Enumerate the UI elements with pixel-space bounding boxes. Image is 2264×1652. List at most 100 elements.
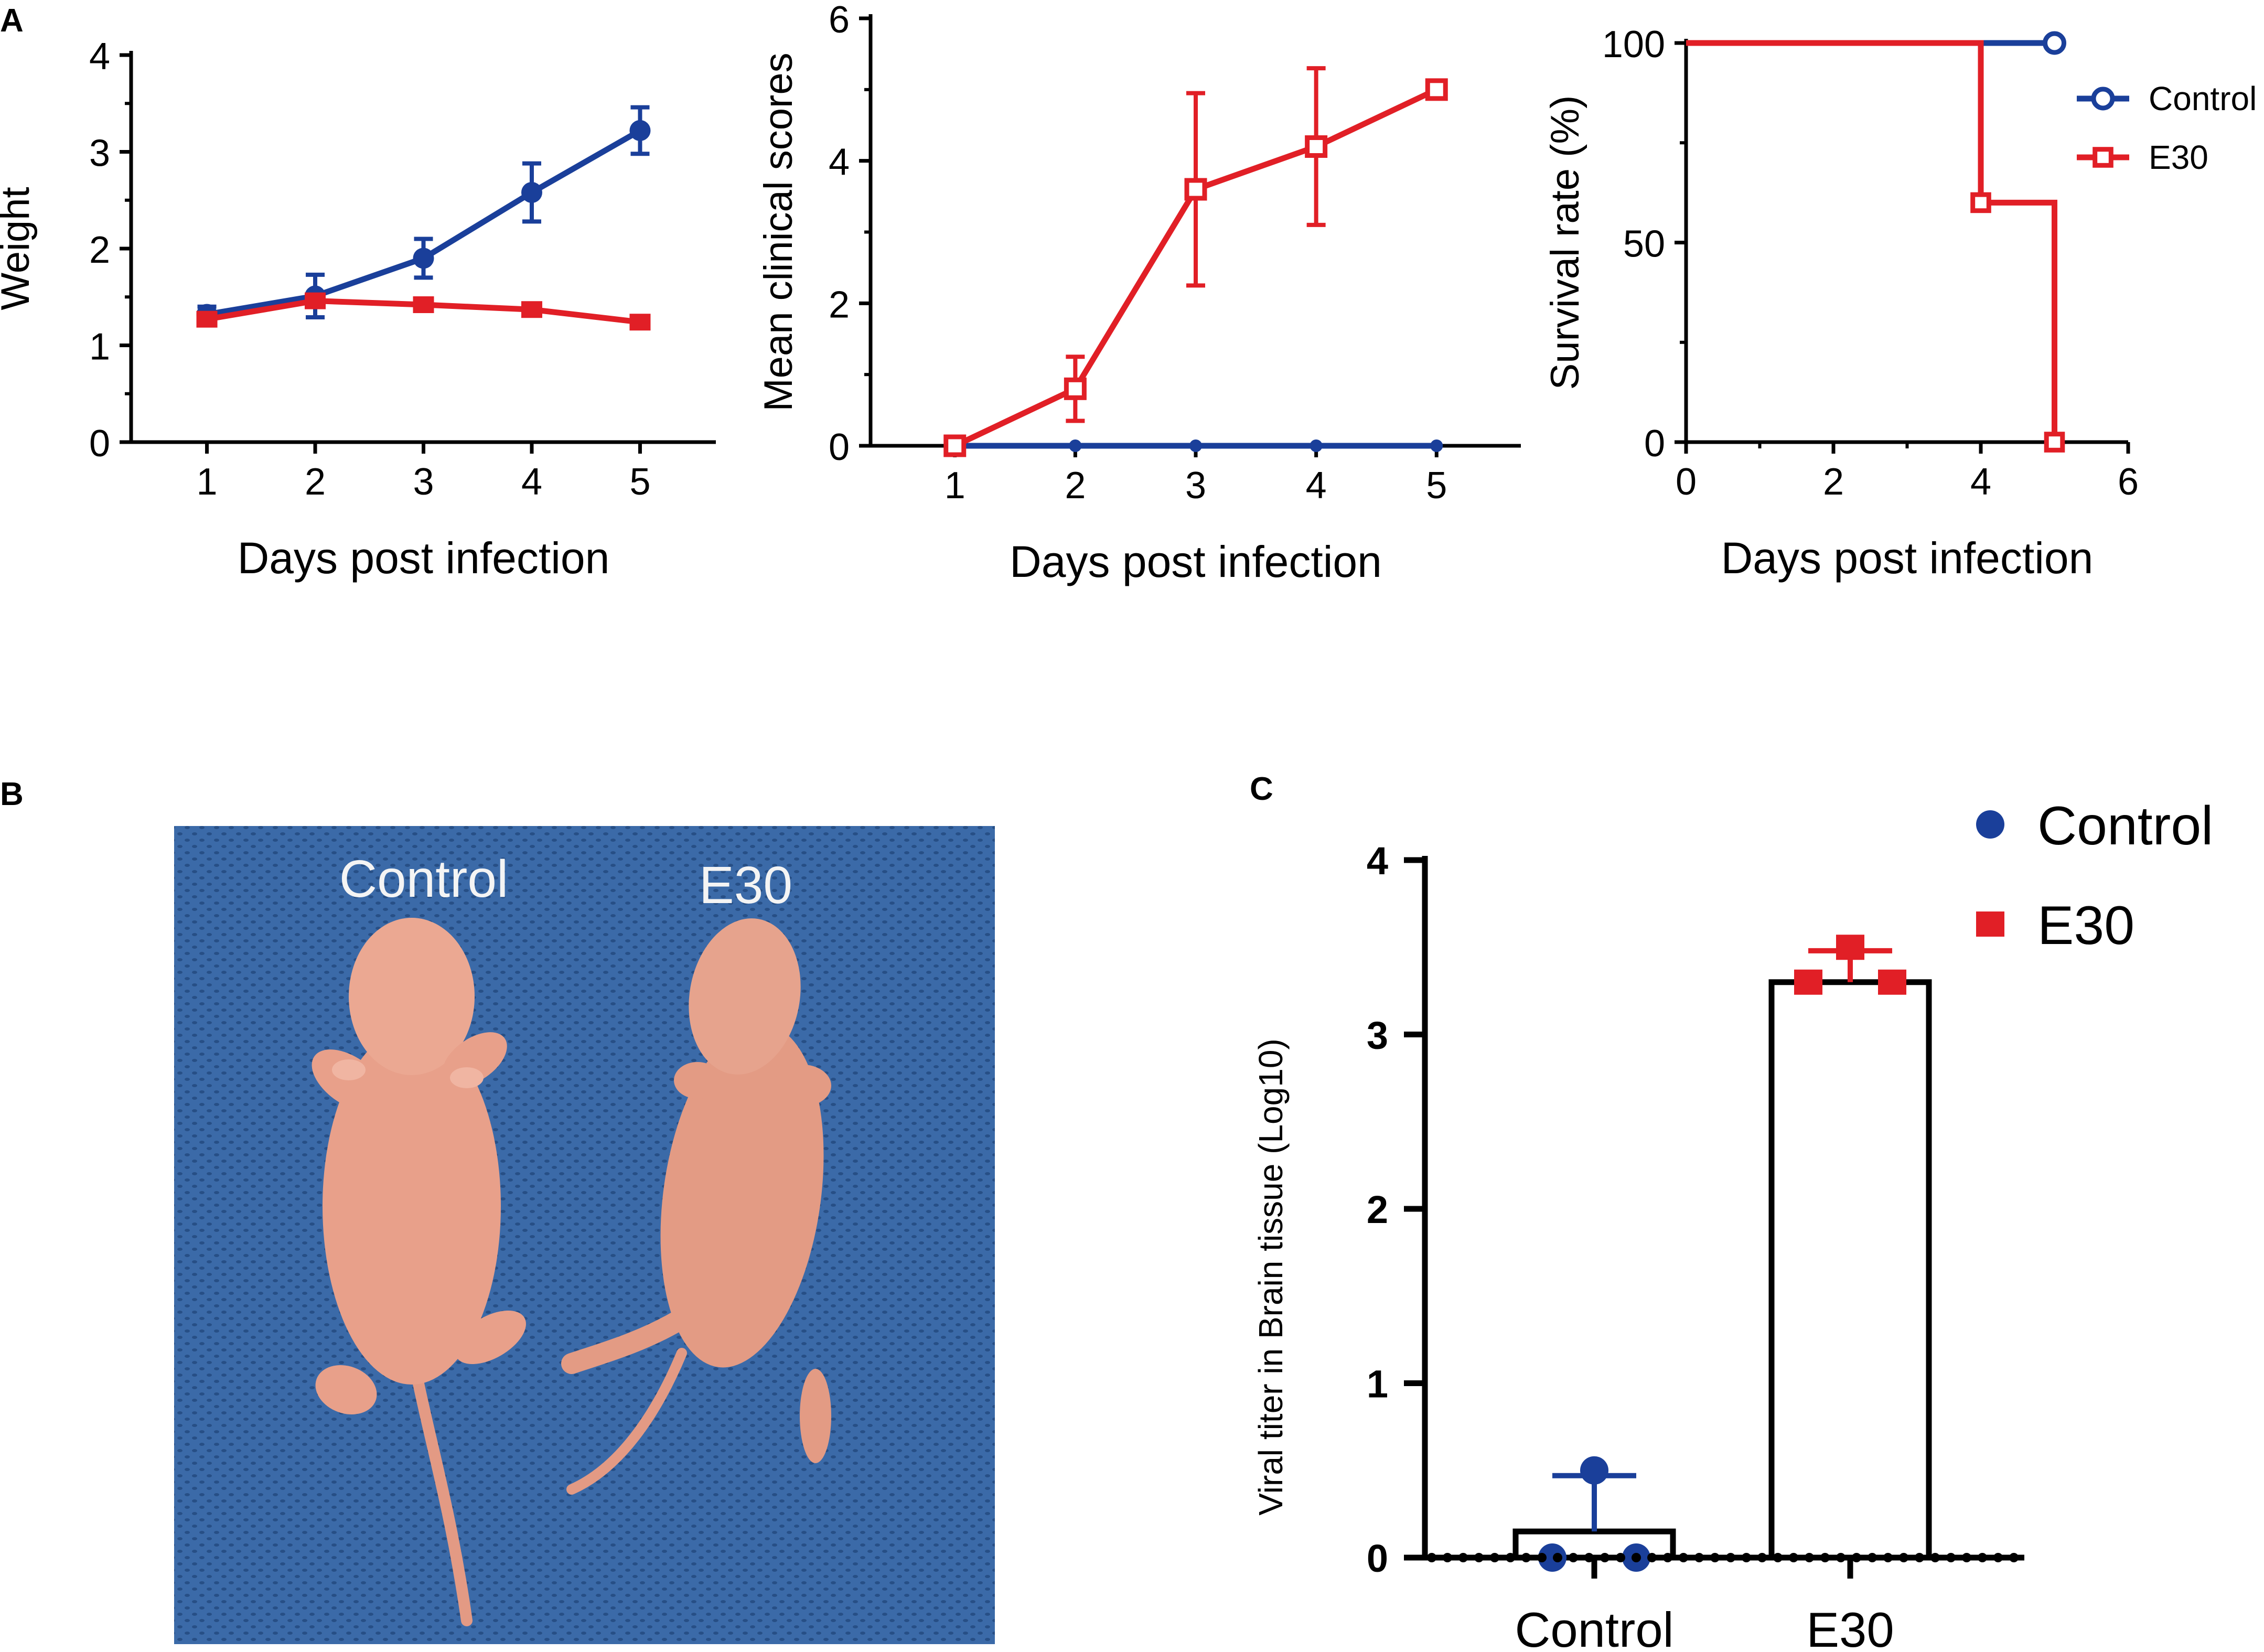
baseline-dot: [1537, 1553, 1547, 1562]
baseline-dot: [1915, 1553, 1924, 1562]
data-point-control: [413, 248, 434, 269]
data-point-control: [521, 181, 542, 203]
viral-titer-chart: 0 1 2 3 4 Viral titer in Brain tissue (Log10)…: [1252, 796, 2213, 1652]
x-tick-label: 4: [1970, 461, 1991, 503]
e30-mouse-illustration: [561, 918, 831, 1495]
data-point-e30: [196, 310, 218, 328]
baseline-dot: [1490, 1553, 1499, 1562]
baseline-dot: [1647, 1553, 1657, 1562]
control-mouse-illustration: [312, 918, 526, 1626]
baseline-dot: [1600, 1553, 1610, 1562]
data-point-control: [1430, 439, 1443, 452]
series-control: [948, 439, 1443, 452]
y-tick-label: 0: [829, 426, 850, 468]
baseline-dot: [1569, 1553, 1578, 1562]
data-point-e30: [1305, 135, 1328, 158]
x-tick-label: 2: [1065, 465, 1086, 507]
data-point-control: [629, 120, 651, 141]
baseline-dot: [1553, 1553, 1562, 1562]
weight-chart: 0 1 2 3 4 1 2 3 4 5 Days post infection Weight: [0, 36, 716, 583]
baseline-dot: [1868, 1553, 1877, 1562]
bar-e30: [1768, 979, 1932, 1561]
legend-marker-e30: [1976, 911, 2004, 937]
survival-legend: Control E30: [2077, 80, 2257, 176]
series-e30: [1686, 40, 2065, 453]
y-axis-title: Weight: [0, 187, 38, 310]
y-tick-label: 3: [89, 133, 110, 175]
data-point-e30: [2044, 432, 2065, 453]
baseline-dot: [1694, 1553, 1704, 1562]
baseline-dot: [1616, 1553, 1625, 1562]
baseline-dot: [1962, 1553, 1971, 1562]
y-tick-label: 0: [1367, 1537, 1388, 1580]
baseline-dot: [1930, 1553, 1940, 1562]
baseline-dot: [1584, 1553, 1594, 1562]
x-tick-label: 0: [1676, 461, 1697, 503]
data-point-control: [1580, 1456, 1608, 1485]
data-point-e30: [521, 301, 542, 318]
baseline-dot: [1805, 1553, 1814, 1562]
baseline-dot: [1773, 1553, 1783, 1562]
baseline-dot: [1506, 1553, 1515, 1562]
data-point-e30: [1878, 969, 1906, 995]
data-point-e30: [1970, 192, 1991, 213]
y-tick-label: 4: [89, 36, 110, 78]
y-tick-label: 1: [1367, 1363, 1388, 1406]
x-tick-label: 5: [1426, 465, 1447, 507]
baseline-dot: [1789, 1553, 1798, 1562]
legend-marker-e30: [2093, 147, 2113, 168]
y-tick-label: 1: [89, 326, 110, 368]
series-e30: [196, 292, 651, 331]
y-tick-label: 2: [1367, 1188, 1388, 1231]
series-line-control: [206, 128, 642, 317]
bar-group-e30: E30: [1768, 935, 1932, 1652]
y-tick-label: 6: [829, 0, 850, 41]
x-tick-label: 1: [945, 465, 965, 507]
x-tick-label: 3: [413, 461, 434, 503]
baseline-dot: [1726, 1553, 1735, 1562]
y-tick-label: 2: [89, 229, 110, 271]
x-axis-title: Days post infection: [1010, 537, 1382, 586]
y-tick-label: 4: [829, 142, 850, 184]
baseline-dot: [1632, 1553, 1641, 1562]
legend-label-e30: E30: [2037, 895, 2134, 956]
survival-chart: 0 50 100 0 2 4 6 Days post infection Survival ra…: [1543, 24, 2257, 583]
baseline-dot: [1458, 1553, 1468, 1562]
data-point-control: [1310, 439, 1323, 452]
survival-step-line-e30: [1686, 40, 2057, 442]
data-point-e30: [1425, 78, 1448, 101]
baseline-dot: [1757, 1553, 1767, 1562]
series-control: [196, 105, 651, 325]
data-point-control: [2043, 31, 2066, 55]
baseline-dot: [1836, 1553, 1845, 1562]
x-tick-label: Control: [1515, 1602, 1673, 1652]
baseline-dot: [1663, 1553, 1672, 1562]
baseline-dot: [1852, 1553, 1861, 1562]
baseline-dot: [1521, 1553, 1531, 1562]
y-axis-title: Survival rate (%): [1543, 95, 1587, 390]
x-tick-label: 3: [1185, 465, 1206, 507]
photo-label-e30: E30: [699, 856, 792, 915]
data-point-e30: [1794, 969, 1822, 995]
viral-legend: Control E30: [1976, 796, 2213, 956]
baseline-dot: [1883, 1553, 1893, 1562]
data-point-e30: [305, 292, 326, 309]
x-tick-label: 5: [629, 461, 650, 503]
data-point-e30: [413, 296, 434, 314]
baseline-dot: [1679, 1553, 1688, 1562]
baseline-dot: [1820, 1553, 1830, 1562]
baseline-dot: [1978, 1553, 1987, 1562]
baseline-dot: [1742, 1553, 1751, 1562]
y-tick-label: 0: [1644, 423, 1665, 465]
x-axis-title: Days post infection: [238, 533, 610, 583]
y-tick-label: 100: [1602, 24, 1665, 66]
x-tick-label: E30: [1806, 1602, 1894, 1652]
legend-label-control: Control: [2149, 80, 2257, 117]
baseline-dot: [1443, 1553, 1452, 1562]
legend-label-e30: E30: [2149, 138, 2208, 176]
baseline-dot: [1474, 1553, 1484, 1562]
baseline-dot: [1427, 1553, 1436, 1562]
x-tick-label: 1: [197, 461, 218, 503]
data-point-control: [1189, 439, 1202, 452]
